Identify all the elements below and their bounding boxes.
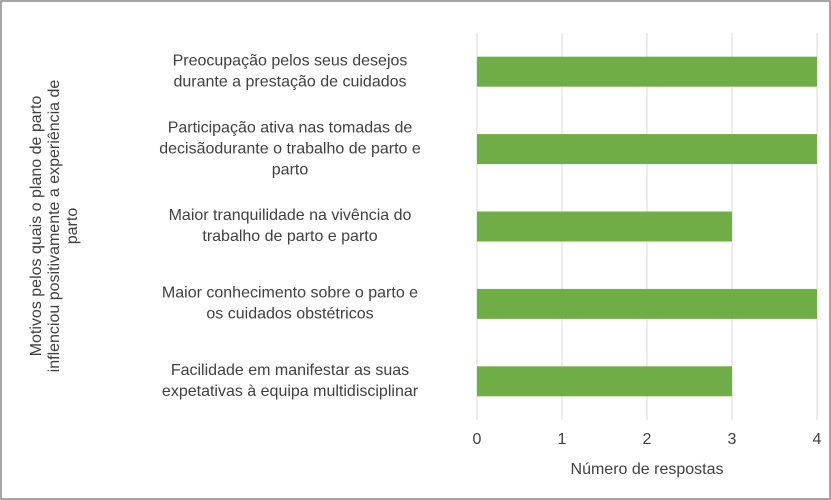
y-tick-label: trabalho de parto e parto	[202, 228, 377, 245]
y-tick-label: parto	[272, 161, 309, 178]
x-tick-label: 3	[728, 431, 737, 448]
y-tick-label: decisãodurante o trabalho de parto e	[159, 140, 421, 157]
y-axis-title: Motivos pelos quais o plano de parto	[28, 96, 45, 357]
x-tick-label: 0	[473, 431, 482, 448]
y-tick-label: os cuidados obstétricos	[206, 306, 373, 323]
y-tick-label: Preocupação pelos seus desejos	[173, 52, 408, 69]
bar	[477, 211, 732, 242]
y-tick-label: durante a prestação de cuidados	[173, 73, 406, 90]
y-axis-title: inflenciou positivamente a experiência d…	[46, 80, 63, 373]
bar	[477, 288, 817, 319]
x-tick-label: 4	[813, 431, 822, 448]
bar	[477, 134, 817, 165]
y-tick-label: Facilidade em manifestar as suas	[171, 362, 409, 379]
y-tick-label: Participação ativa nas tomadas de	[168, 119, 413, 136]
bar	[477, 366, 732, 397]
x-tick-label: 2	[643, 431, 652, 448]
y-tick-label: expetativas à equipa multidisciplinar	[162, 383, 419, 400]
y-tick-label: Maior conhecimento sobre o parto e	[162, 285, 418, 302]
y-tick-label: Maior tranquilidade na vivência do	[169, 207, 412, 224]
x-axis-title: Número de respostas	[571, 461, 724, 478]
y-axis-title: parto	[64, 208, 81, 245]
bar	[477, 56, 817, 87]
x-tick-label: 1	[558, 431, 567, 448]
